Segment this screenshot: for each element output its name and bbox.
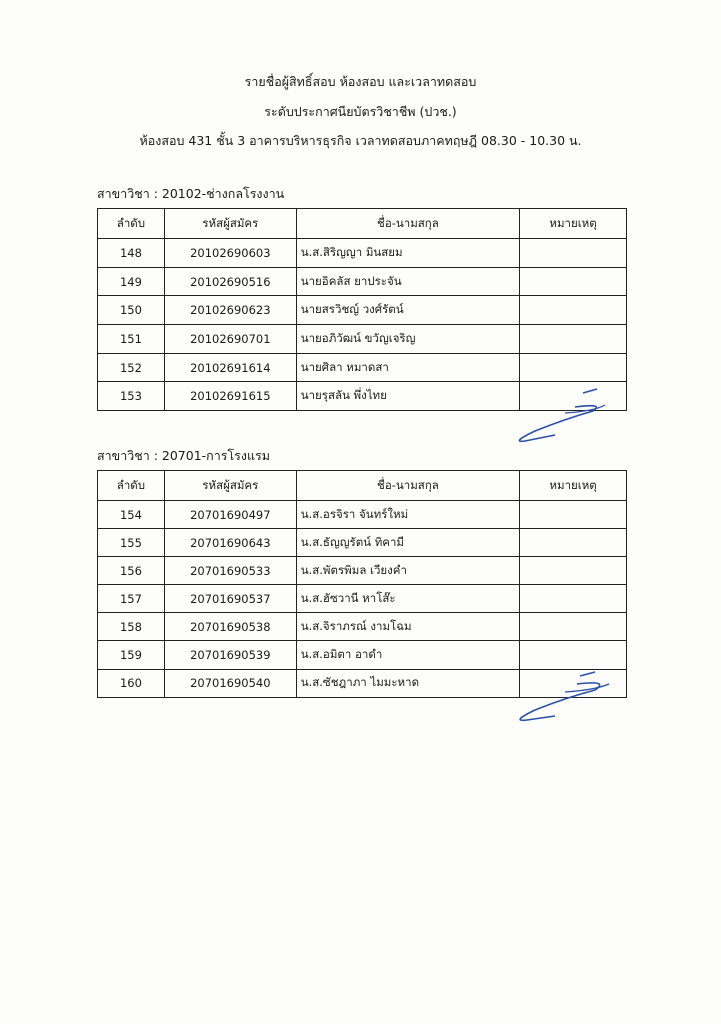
cell-remark bbox=[519, 528, 627, 558]
cell-applicant-id: 20701690540 bbox=[163, 668, 297, 698]
cell-full-name: นายอิคลัส ยาประจัน bbox=[295, 266, 521, 297]
cell-full-name: น.ส.ซัชฎาภา ไมมะหาด bbox=[295, 668, 521, 698]
cell-full-name: นายอภิวัฒน์ ขวัญเจริญ bbox=[295, 324, 521, 354]
cell-order: 153 bbox=[97, 381, 165, 412]
table-row: 149 20102690516 นายอิคลัส ยาประจัน bbox=[97, 266, 627, 297]
cell-applicant-id: 20102690516 bbox=[163, 266, 297, 297]
col-header: ชื่อ-นามสกุล bbox=[295, 208, 521, 239]
cell-full-name: น.ส.อมิตา อาดำ bbox=[295, 640, 521, 670]
cell-applicant-id: 20701690539 bbox=[163, 640, 297, 670]
table-row: 158 20701690538 น.ส.จิราภรณ์ งามโฉม bbox=[97, 612, 627, 642]
cell-full-name: น.ส.อรจิรา จันทร์ใหม่ bbox=[295, 499, 521, 530]
cell-order: 152 bbox=[97, 352, 165, 383]
cell-applicant-id: 20701690497 bbox=[163, 499, 297, 530]
cell-order: 149 bbox=[97, 266, 165, 297]
cell-full-name: น.ส.จิราภรณ์ งามโฉม bbox=[295, 612, 521, 642]
cell-full-name: น.ส.สิริญญา มินสยม bbox=[295, 238, 521, 268]
cell-full-name: น.ส.ฮัซวานี หาโส๊ะ bbox=[295, 584, 521, 614]
table-row: 151 20102690701 นายอภิวัฒน์ ขวัญเจริญ bbox=[97, 324, 627, 354]
cell-remark bbox=[519, 612, 627, 642]
cell-applicant-id: 20102691615 bbox=[163, 381, 297, 412]
table-row: 152 20102691614 นายศิลา หมาดสา bbox=[97, 352, 627, 383]
section-label: สาขาวิชา : 20102-ช่างกลโรงงาน bbox=[97, 186, 285, 201]
cell-applicant-id: 20102690623 bbox=[163, 295, 297, 326]
table-row: 150 20102690623 นายสรวิชญ์ วงศ์รัตน์ bbox=[97, 295, 627, 326]
cell-remark bbox=[519, 556, 627, 586]
cell-full-name: น.ส.พัตรพิมล เวียงคำ bbox=[295, 556, 521, 586]
table-row: 156 20701690533 น.ส.พัตรพิมล เวียงคำ bbox=[97, 556, 627, 586]
table-row: 159 20701690539 น.ส.อมิตา อาดำ bbox=[97, 640, 627, 670]
col-header: ลำดับ bbox=[97, 208, 165, 239]
exam-room-info: ห้องสอบ 431 ชั้น 3 อาคารบริหารธุรกิจ เวล… bbox=[139, 133, 582, 148]
table-row: 148 20102690603 น.ส.สิริญญา มินสยม bbox=[97, 238, 627, 268]
table-row: 153 20102691615 นายรุสลัน พึ่งไทย bbox=[97, 381, 627, 412]
cell-order: 151 bbox=[97, 324, 165, 354]
section-label: สาขาวิชา : 20701-การโรงแรม bbox=[97, 448, 271, 463]
cell-applicant-id: 20102690603 bbox=[163, 238, 297, 268]
cell-order: 160 bbox=[97, 668, 165, 698]
doc-title: รายชื่อผู้สิทธิ์สอบ ห้องสอบ และเวลาทดสอบ bbox=[244, 74, 477, 89]
candidate-table: ลำดับ รหัสผู้สมัคร ชื่อ-นามสกุล หมายเหตุ… bbox=[97, 470, 627, 698]
cell-order: 156 bbox=[97, 556, 165, 586]
col-header: หมายเหตุ bbox=[519, 208, 627, 239]
cell-applicant-id: 20701690643 bbox=[163, 528, 297, 558]
candidate-table: ลำดับ รหัสผู้สมัคร ชื่อ-นามสกุล หมายเหตุ… bbox=[97, 208, 627, 412]
cell-order: 154 bbox=[97, 499, 165, 530]
cell-remark bbox=[519, 266, 627, 297]
cell-remark bbox=[519, 324, 627, 354]
cell-remark bbox=[519, 584, 627, 614]
table-header: ลำดับ รหัสผู้สมัคร ชื่อ-นามสกุล หมายเหตุ bbox=[97, 470, 627, 501]
cell-full-name: น.ส.ธัญญรัตน์ ทิคามี bbox=[295, 528, 521, 558]
cell-full-name: นายรุสลัน พึ่งไทย bbox=[295, 381, 521, 412]
cell-remark bbox=[519, 640, 627, 670]
cell-full-name: นายสรวิชญ์ วงศ์รัตน์ bbox=[295, 295, 521, 326]
col-header: ชื่อ-นามสกุล bbox=[295, 470, 521, 501]
cell-order: 157 bbox=[97, 584, 165, 614]
col-header: รหัสผู้สมัคร bbox=[163, 470, 297, 501]
cell-order: 148 bbox=[97, 238, 165, 268]
cell-remark bbox=[519, 381, 627, 412]
col-header: ลำดับ bbox=[97, 470, 165, 501]
cell-order: 158 bbox=[97, 612, 165, 642]
cell-order: 150 bbox=[97, 295, 165, 326]
cell-applicant-id: 20102691614 bbox=[163, 352, 297, 383]
table-row: 155 20701690643 น.ส.ธัญญรัตน์ ทิคามี bbox=[97, 528, 627, 558]
cell-applicant-id: 20102690701 bbox=[163, 324, 297, 354]
doc-subtitle: ระดับประกาศนียบัตรวิชาชีพ (ปวช.) bbox=[264, 104, 457, 119]
cell-remark bbox=[519, 238, 627, 268]
table-header: ลำดับ รหัสผู้สมัคร ชื่อ-นามสกุล หมายเหตุ bbox=[97, 208, 627, 239]
cell-remark bbox=[519, 295, 627, 326]
cell-remark bbox=[519, 352, 627, 383]
table-row: 160 20701690540 น.ส.ซัชฎาภา ไมมะหาด bbox=[97, 668, 627, 698]
cell-remark bbox=[519, 499, 627, 530]
table-row: 157 20701690537 น.ส.ฮัซวานี หาโส๊ะ bbox=[97, 584, 627, 614]
cell-applicant-id: 20701690538 bbox=[163, 612, 297, 642]
cell-full-name: นายศิลา หมาดสา bbox=[295, 352, 521, 383]
cell-applicant-id: 20701690537 bbox=[163, 584, 297, 614]
cell-order: 159 bbox=[97, 640, 165, 670]
signature-mark bbox=[519, 671, 610, 722]
table-row: 154 20701690497 น.ส.อรจิรา จันทร์ใหม่ bbox=[97, 499, 627, 530]
cell-order: 155 bbox=[97, 528, 165, 558]
col-header: รหัสผู้สมัคร bbox=[163, 208, 297, 239]
cell-applicant-id: 20701690533 bbox=[163, 556, 297, 586]
col-header: หมายเหตุ bbox=[519, 470, 627, 501]
signature-mark bbox=[518, 388, 606, 443]
